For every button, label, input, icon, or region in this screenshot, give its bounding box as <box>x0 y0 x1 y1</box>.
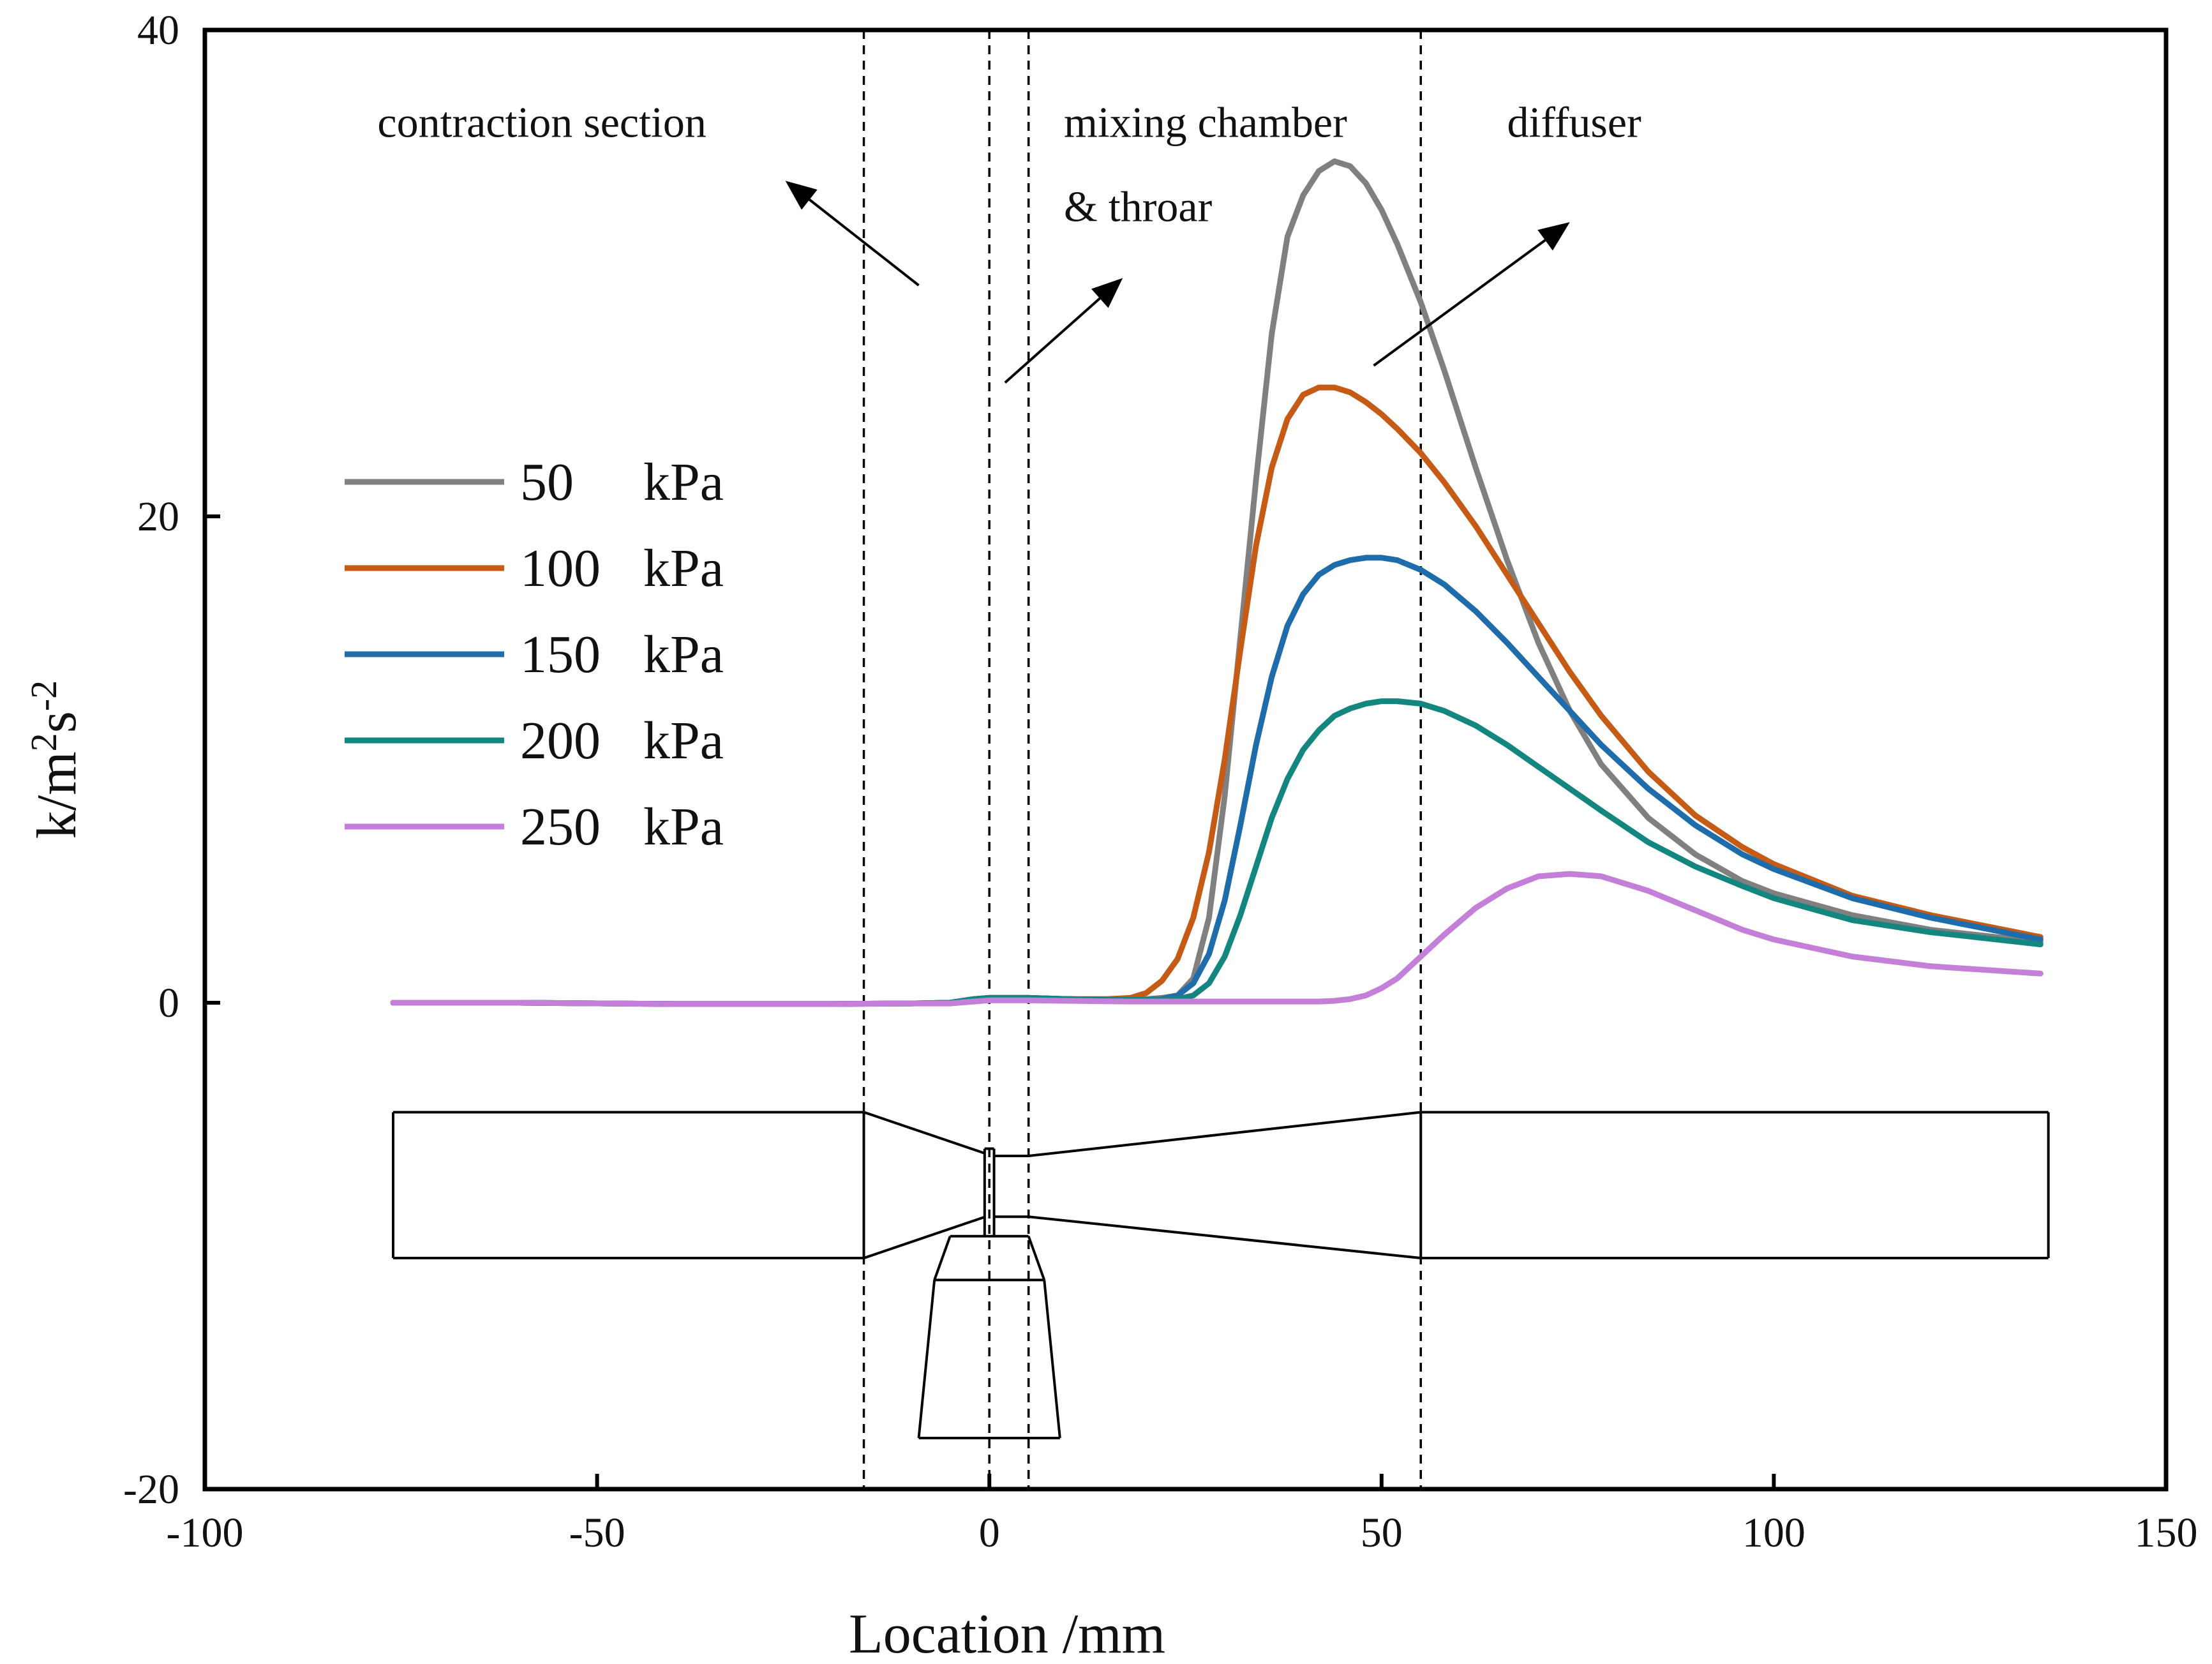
ejector-outline-segment <box>917 1280 936 1439</box>
legend-value: 250 <box>520 797 601 857</box>
legend-value: 150 <box>520 625 601 684</box>
y-tick-label: -20 <box>123 1466 179 1513</box>
x-tick-label: -100 <box>167 1510 244 1556</box>
legend-value: 50 <box>520 453 574 512</box>
y-tick-label: 0 <box>158 980 179 1026</box>
x-tick-label: 50 <box>1361 1510 1403 1556</box>
x-axis-title: Location /mm <box>849 1603 1165 1664</box>
plot-frame <box>202 27 2169 1492</box>
y-axis-title: k/m2s-2 <box>23 680 88 839</box>
annotation-arrow-shaft <box>1373 239 1546 367</box>
x-tick-label: 100 <box>1742 1510 1805 1556</box>
x-tick-label: 150 <box>2135 1510 2198 1556</box>
data-series-lines <box>390 158 2044 1007</box>
annotation-arrow-head <box>1091 278 1123 308</box>
annotation-diffuser: diffuser <box>1373 98 1641 367</box>
axis-ticks: -100 -50 0 50 100 150 -20 0 20 40 <box>123 7 2197 1556</box>
legend-unit: kPa <box>643 625 724 684</box>
y-tick-label: 20 <box>137 493 179 540</box>
annotation-label: contraction section <box>377 98 706 147</box>
legend-entry-100-kpa: 100 kPa <box>345 539 724 598</box>
y-tick-label: 40 <box>137 7 179 54</box>
x-tick-label: -50 <box>569 1510 625 1556</box>
legend-entry-200-kpa: 200 kPa <box>345 711 724 770</box>
ejector-outline-segment <box>863 1215 986 1259</box>
legend-value: 100 <box>520 539 601 598</box>
legend-unit: kPa <box>643 539 724 598</box>
annotation-contraction: contraction section <box>377 98 920 287</box>
section-boundary-lines <box>862 30 1423 1489</box>
legend-unit: kPa <box>643 453 724 512</box>
series-line-250-kpa <box>390 871 2044 1007</box>
ejector-outline-segment <box>933 1236 952 1281</box>
legend-entry-250-kpa: 250 kPa <box>345 797 724 857</box>
legend-unit: kPa <box>643 797 724 857</box>
ejector-outline-segment <box>1027 1236 1046 1281</box>
ejector-outline-segment <box>1028 1215 1421 1260</box>
ejector-outline-segment <box>1028 1111 1421 1158</box>
legend-entry-150-kpa: 150 kPa <box>345 625 724 684</box>
legend-value: 200 <box>520 711 601 770</box>
annotation-arrow-shaft <box>1004 297 1101 384</box>
annotation-arrow-head <box>1537 222 1570 251</box>
ejector-outline-segment <box>863 1111 986 1155</box>
legend: 50 kPa 100 kPa 150 kPa 200 kPa 250 kPa <box>345 453 724 857</box>
section-annotations: contraction section mixing chamber & throa… <box>377 98 1641 384</box>
legend-entry-50-kpa: 50 kPa <box>345 453 724 512</box>
annotation-arrow-head <box>785 181 818 210</box>
annotation-arrow-shaft <box>809 199 920 287</box>
legend-unit: kPa <box>643 711 724 770</box>
annotation-label: diffuser <box>1507 98 1641 147</box>
annotation-mixing: mixing chamber & throar <box>1004 98 1347 384</box>
annotation-label: & throar <box>1064 183 1213 231</box>
annotation-label: mixing chamber <box>1064 98 1347 147</box>
x-tick-label: 0 <box>979 1510 1000 1556</box>
ejector-outline-segment <box>1043 1280 1061 1439</box>
